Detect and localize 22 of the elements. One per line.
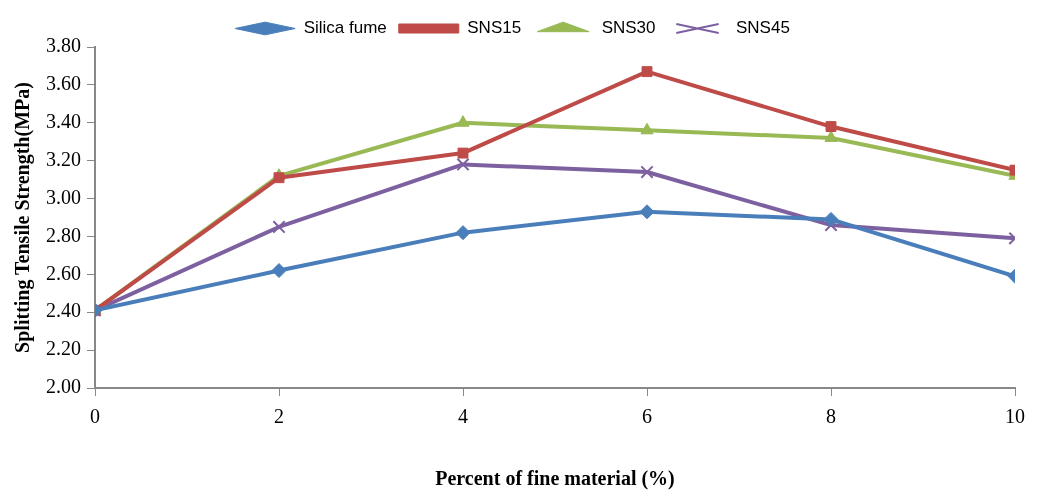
y-tick-label: 3.00 [46,185,81,208]
legend-label: Silica fume [303,18,387,38]
y-tick-label: 2.20 [46,337,81,360]
y-tick-label: 3.40 [46,110,81,133]
x-tick-label: 6 [642,405,652,428]
y-tick-label: 2.40 [46,299,81,322]
x-tick-label: 8 [826,405,836,428]
legend-label: SNS15 [467,18,522,38]
x-tick-label: 10 [1005,405,1025,428]
y-tick-label: 3.20 [46,147,81,170]
y-tick-label: 3.60 [46,72,81,95]
legend-label: SNS30 [601,18,656,38]
y-tick-label: 2.00 [46,375,81,398]
x-tick-label: 0 [90,405,100,428]
legend-label: SNS45 [736,18,790,38]
y-tick-label: 2.60 [46,261,81,284]
y-tick-label: 3.80 [46,34,81,57]
x-axis-title: Percent of fine material (%) [435,467,675,491]
y-axis-title: Splitting Tensile Strength(MPa) [11,82,35,353]
x-tick-label: 4 [458,405,468,428]
x-tick-label: 2 [274,405,284,428]
y-tick-label: 2.80 [46,223,81,246]
